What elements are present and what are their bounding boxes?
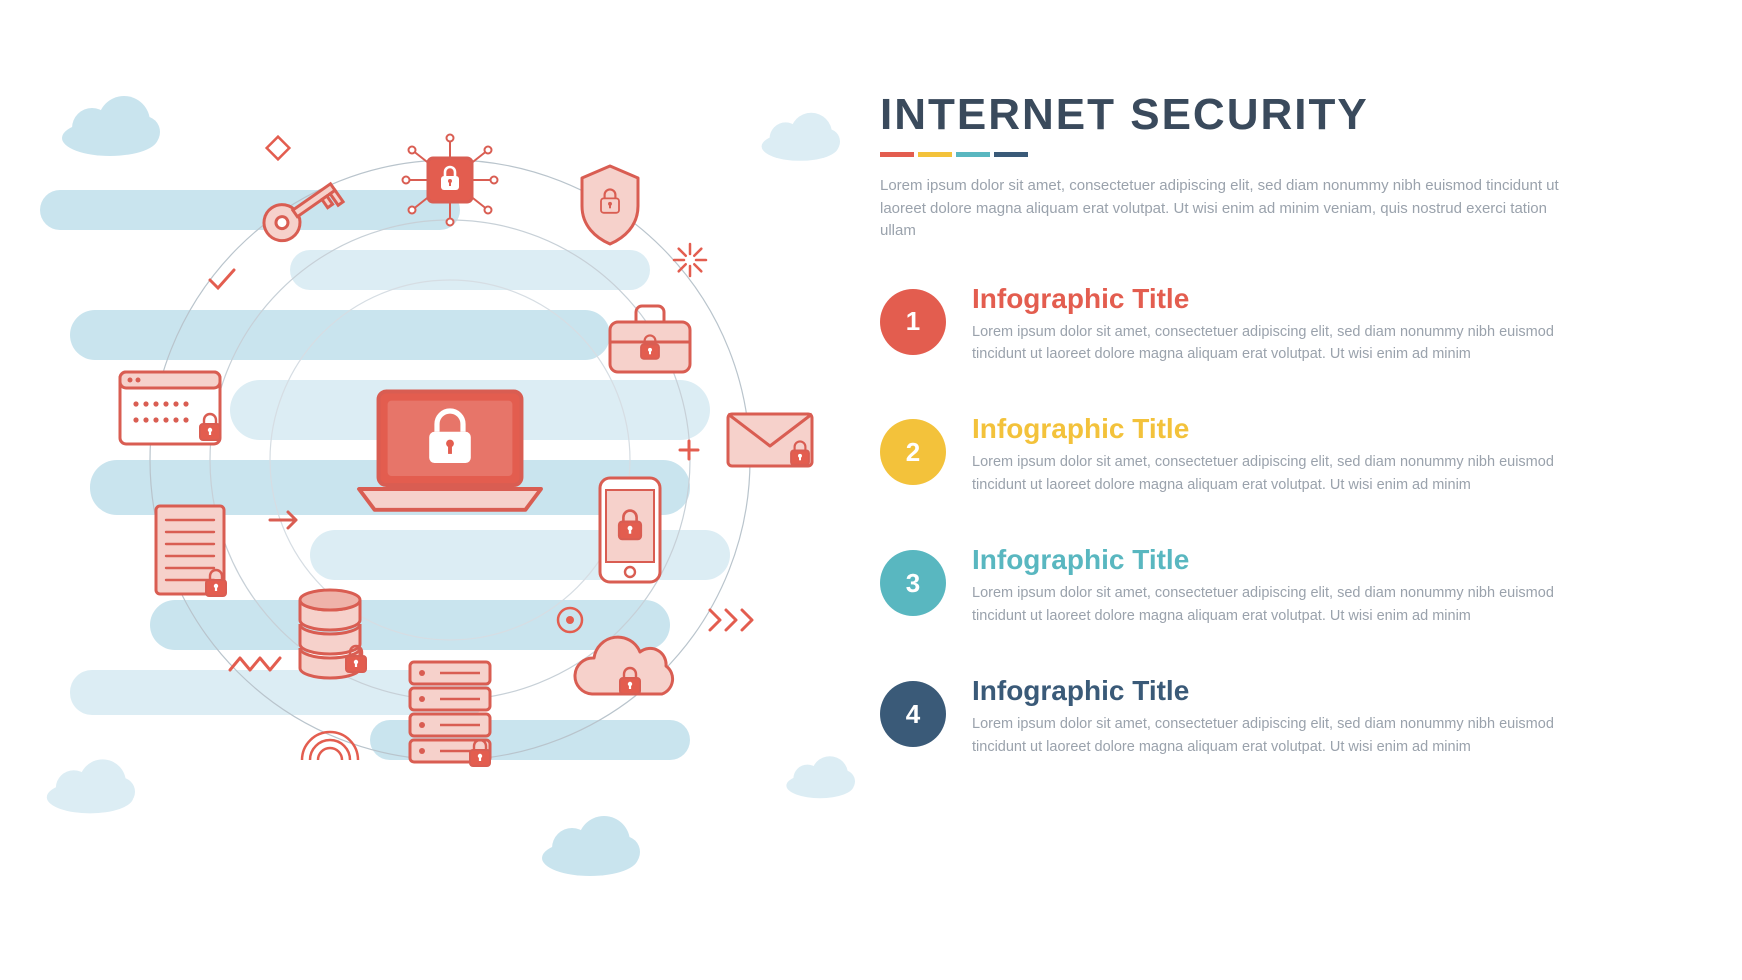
item-title: Infographic Title xyxy=(972,413,1592,445)
shield-lock-icon xyxy=(582,166,638,244)
item-text: Infographic Title Lorem ipsum dolor sit … xyxy=(972,283,1592,366)
item-badge: 4 xyxy=(880,681,946,747)
illustration-region xyxy=(30,60,870,920)
infographic-item-3: 3 Infographic Title Lorem ipsum dolor si… xyxy=(880,544,1640,627)
content-column: INTERNET SECURITY Lorem ipsum dolor sit … xyxy=(880,90,1640,806)
accent-bar xyxy=(880,152,1640,157)
item-title: Infographic Title xyxy=(972,544,1592,576)
briefcase-lock-icon xyxy=(610,306,690,372)
item-text: Infographic Title Lorem ipsum dolor sit … xyxy=(972,544,1592,627)
item-text: Infographic Title Lorem ipsum dolor sit … xyxy=(972,413,1592,496)
page-title: INTERNET SECURITY xyxy=(880,90,1640,140)
document-lock-icon xyxy=(156,506,226,596)
item-desc: Lorem ipsum dolor sit amet, consectetuer… xyxy=(972,582,1592,627)
items-list: 1 Infographic Title Lorem ipsum dolor si… xyxy=(880,283,1640,759)
item-badge: 1 xyxy=(880,289,946,355)
database-lock-icon xyxy=(300,590,366,678)
infographic-item-4: 4 Infographic Title Lorem ipsum dolor si… xyxy=(880,675,1640,758)
item-text: Infographic Title Lorem ipsum dolor sit … xyxy=(972,675,1592,758)
laptop-lock-icon xyxy=(359,392,541,510)
item-badge: 3 xyxy=(880,550,946,616)
item-desc: Lorem ipsum dolor sit amet, consectetuer… xyxy=(972,713,1592,758)
server-lock-icon xyxy=(410,662,490,766)
phone-lock-icon xyxy=(600,478,660,582)
infographic-item-2: 2 Infographic Title Lorem ipsum dolor si… xyxy=(880,413,1640,496)
envelope-lock-icon xyxy=(728,414,812,466)
infographic-illustration xyxy=(30,60,870,920)
browser-lock-icon xyxy=(120,372,220,444)
item-desc: Lorem ipsum dolor sit amet, consectetuer… xyxy=(972,321,1592,366)
item-title: Infographic Title xyxy=(972,675,1592,707)
item-title: Infographic Title xyxy=(972,283,1592,315)
item-badge: 2 xyxy=(880,419,946,485)
infographic-item-1: 1 Infographic Title Lorem ipsum dolor si… xyxy=(880,283,1640,366)
intro-paragraph: Lorem ipsum dolor sit amet, consectetuer… xyxy=(880,175,1560,243)
item-desc: Lorem ipsum dolor sit amet, consectetuer… xyxy=(972,451,1592,496)
